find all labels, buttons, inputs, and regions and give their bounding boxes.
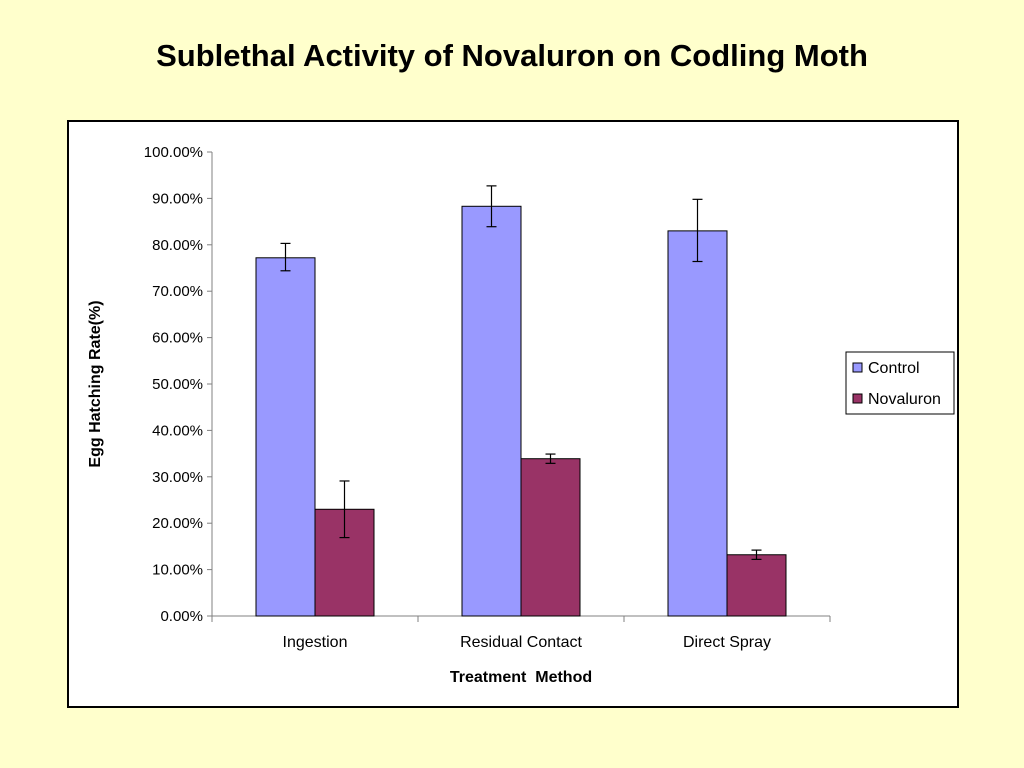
y-tick-label: 90.00%: [152, 190, 203, 207]
legend-label-control: Control: [868, 360, 920, 377]
x-tick-label: Residual Contact: [460, 634, 582, 651]
bar-control-1: [255, 257, 316, 617]
bars: [255, 205, 787, 617]
x-axis-title: Treatment Method: [450, 669, 592, 686]
slide-title: Sublethal Activity of Novaluron on Codli…: [156, 38, 868, 73]
legend: Control Novaluron: [845, 351, 955, 415]
bar-novaluron-2: [520, 458, 581, 617]
chart-frame: 0.00% 10.00% 20.00% 30.00% 40.00% 50.00% 60.00…: [67, 120, 959, 708]
y-tick-label: 40.00%: [152, 422, 203, 439]
y-tick-label: 30.00%: [152, 469, 203, 486]
bar-chart: 0.00% 10.00% 20.00% 30.00% 40.00% 50.00% 60.00…: [87, 144, 955, 686]
y-tick-label: 100.00%: [144, 144, 203, 161]
y-tick-label: 50.00%: [152, 376, 203, 393]
y-tick-label: 60.00%: [152, 330, 203, 347]
bar-novaluron-3: [726, 554, 787, 617]
legend-label-novaluron: Novaluron: [868, 391, 941, 408]
y-tick-label: 0.00%: [160, 608, 203, 625]
y-tick-label: 20.00%: [152, 515, 203, 532]
bar-control-3: [667, 230, 728, 617]
error-bars: [280, 185, 762, 560]
y-tick-label: 80.00%: [152, 237, 203, 254]
legend-swatch-control: [852, 362, 863, 373]
legend-swatch-novaluron: [852, 393, 863, 404]
axis-labels: Ingestion Residual Contact Direct Spray Tre…: [87, 300, 771, 686]
x-tick-label: Direct Spray: [683, 634, 771, 651]
y-tick-label: 10.00%: [152, 562, 203, 579]
y-axis-title: Egg Hatching Rate(%): [87, 300, 104, 467]
y-tick-label: 70.00%: [152, 283, 203, 300]
x-tick-label: Ingestion: [283, 634, 348, 651]
bar-control-2: [461, 205, 522, 617]
legend-box: [845, 351, 955, 415]
